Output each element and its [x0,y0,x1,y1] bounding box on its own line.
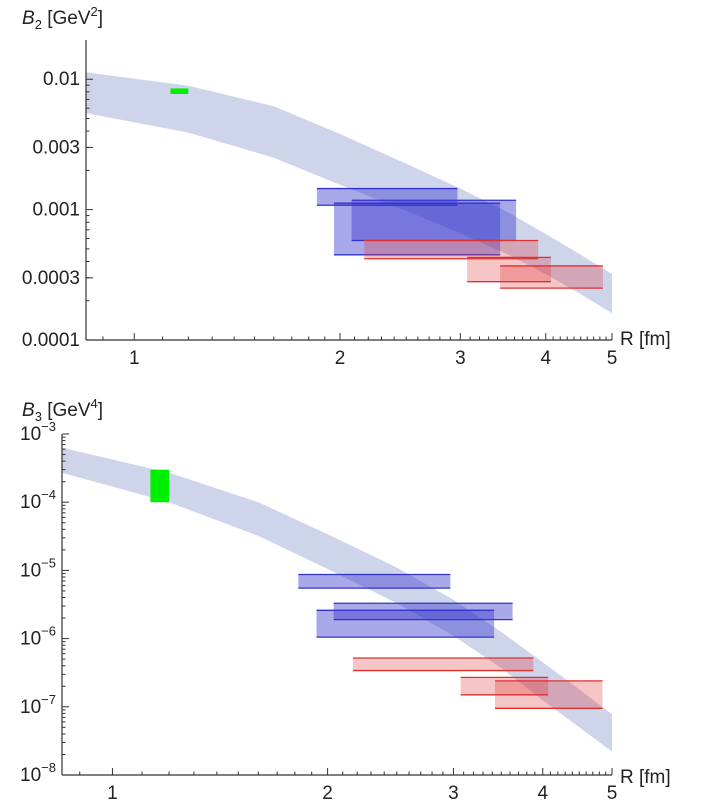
chart-2-data-box-3 [333,603,513,620]
chart-1-data-box-5 [467,257,551,282]
chart-2-y-axis-label: B3 [GeV4] [22,396,103,424]
chart-1-x-tick-label-4: 5 [607,348,618,369]
chart-1-y-tick-label-4: 0.0001 [22,330,80,351]
chart-1-y-axis-label: B2 [GeV2] [22,4,103,32]
chart-1-y-tick-label-3: 0.0003 [22,268,80,289]
chart-2-y-tick-label-4: 10−7 [20,692,56,718]
chart-2-y-tick-label-5: 10−8 [20,760,56,786]
chart-2-data-box-4 [352,658,534,671]
chart-2-x-tick-label-2: 3 [448,783,459,803]
chart-2-x-axis-label: R [fm] [620,767,671,788]
chart-2-data-box-6 [495,680,603,709]
chart-2-x-tick-label-4: 5 [607,783,618,803]
chart-1-data-box-3 [351,200,517,241]
chart-2-y-tick-label-0: 10−3 [20,419,56,445]
chart-2-y-tick-label-1: 10−4 [20,487,56,513]
chart-1-x-tick-label-2: 3 [455,348,466,369]
chart-1-data-box-2 [334,203,501,255]
chart-2-x-tick-label-3: 4 [537,783,548,803]
chart-1-reference-box [170,88,189,94]
chart-2-plot: 1 2 3 4 5 10−3 10−4 10−5 10−6 10−7 10−8 R [fm] B3 [G… [20,396,671,803]
chart-2-data-box-5 [460,677,549,695]
chart-1-x-tick-label-3: 4 [540,348,551,369]
chart-1-data-box-1 [316,188,458,206]
chart-2-x-tick-label-0: 1 [107,783,118,803]
chart-1-plot: 1 2 3 4 5 0.01 0.003 0.001 0.0003 0.0001 R [fm] B2 … [22,4,671,369]
chart-1-data-box-4 [364,240,539,259]
chart-1-fit-band [86,72,612,314]
chart-2-y-tick-label-3: 10−6 [20,624,56,650]
chart-2-data-box-2 [316,610,495,638]
chart-1-x-tick-label-1: 2 [335,348,346,369]
chart-1-y-tick-label-2: 0.001 [32,200,80,221]
chart-1-x-axis-label: R [fm] [620,329,671,350]
chart-1-y-tick-label-1: 0.003 [32,137,80,158]
chart-2-reference-box [150,469,170,503]
chart-2-x-tick-label-1: 2 [322,783,333,803]
chart-1-x-tick-label-0: 1 [129,348,140,369]
chart-1-y-tick-label-0: 0.01 [43,69,80,90]
chart-2-y-tick-label-2: 10−5 [20,555,56,581]
chart-1-data-box-6 [500,265,603,289]
chart-2-data-box-1 [298,574,451,589]
chart-2-fit-band [62,447,612,752]
